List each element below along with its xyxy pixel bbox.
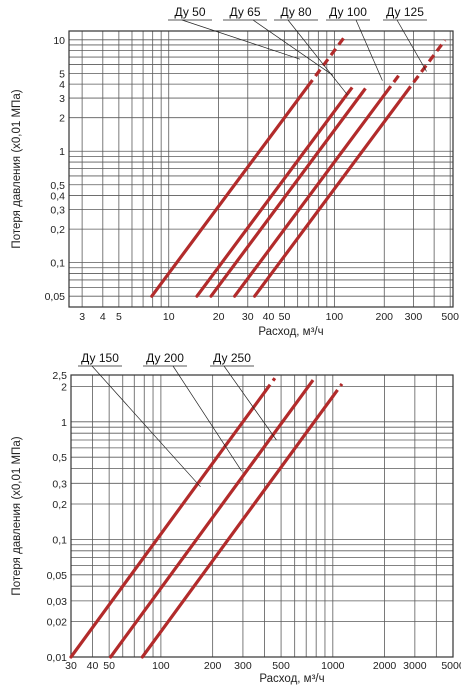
y-tick-label: 0,1 [52,534,67,546]
series-line-dashed [264,377,277,393]
y-tick-label: 5 [59,68,65,80]
chart-top: 3 4 5 10 20 30 40 50 100 200 300 5000,050,10,20,30,… [11,5,459,338]
series-label: Ду 125 [386,5,424,19]
grid [70,375,454,658]
leader-line [287,19,348,96]
series-label: Ду 250 [213,351,251,365]
y-tick-label: 4 [59,79,65,91]
series-label: Ду 65 [229,5,260,19]
x-tick-label: 40 [263,311,275,323]
y-tick-label: 0,5 [50,180,65,192]
y-axis-label: Потеря давления (х0,01 МПа) [11,436,23,595]
x-tick-label: 100 [326,311,344,323]
x-tick-label: 30 [242,311,254,323]
y-tick-label: 0,02 [47,617,68,629]
series-ду-200: Ду 200 [109,351,317,659]
x-tick-label: 500 [441,311,459,323]
y-tick-label: 2 [61,381,67,393]
series-line-dashed [331,382,344,398]
series-ду-80: Ду 80 [209,5,367,298]
plot-frame [68,30,454,308]
series-label: Ду 50 [174,5,205,19]
x-tick-label: 1000 [321,660,345,672]
x-tick-label: 100 [152,660,170,672]
x-tick-label: 40 [87,660,99,672]
series-label: Ду 150 [81,351,119,365]
y-tick-label: 0,2 [52,499,67,511]
series-ду-150: Ду 150 [69,351,277,659]
series-line-solid [140,394,335,659]
series-ду-65: Ду 65 [195,5,354,298]
x-tick-label: 5 [116,311,122,323]
series-line-solid [209,92,364,298]
x-tick-label: 3000 [403,660,427,672]
leader-line [223,365,277,441]
series-line-solid [253,91,408,298]
x-tick-label: 2000 [373,660,397,672]
x-tick-label: 4 [100,311,106,323]
x-tick-label: 3 [79,311,85,323]
x-axis-label: Расход, м³/ч [258,326,323,338]
x-tick-label: 50 [103,660,115,672]
x-tick-label: 300 [234,660,252,672]
series-line-solid [109,384,310,659]
series-line-solid [195,91,350,298]
x-axis-label: Расход, м³/ч [259,673,324,685]
y-tick-label: 0,03 [47,596,68,608]
series-ду-50: Ду 50 [150,5,347,298]
series-line-dashed [384,72,402,94]
series-line-solid [233,90,388,298]
y-tick-label: 1 [61,417,67,429]
series-label: Ду 200 [146,351,184,365]
x-tick-label: 300 [405,311,423,323]
y-tick-label: 0,05 [45,291,66,303]
series-line-dashed [306,34,347,88]
x-tick-label: 30 [65,660,77,672]
series-label: Ду 80 [280,5,311,19]
y-tick-label: 10 [53,35,65,47]
y-tick-label: 0,01 [47,652,68,664]
series-line-dashed [360,87,367,95]
y-tick-label: 2 [59,113,65,125]
leader-line [355,19,383,81]
y-tick-label: 0,3 [50,205,65,217]
y-tick-label: 0,05 [47,570,68,582]
grid [69,31,453,308]
series-line-solid [69,389,267,659]
y-tick-label: 2,5 [52,370,67,382]
x-tick-label: 200 [375,311,393,323]
y-tick-label: 1 [59,146,65,158]
x-tick-label: 50 [279,311,291,323]
plot-frame [70,374,454,658]
leader-line [396,19,427,72]
y-tick-label: 0,1 [50,258,65,270]
series-line-dashed [307,376,317,388]
x-tick-label: 10 [163,311,175,323]
series-line-dashed [404,39,447,94]
y-tick-label: 0,4 [50,191,65,203]
y-tick-label: 0,3 [52,478,67,490]
y-tick-label: 0,2 [50,224,65,236]
series-label: Ду 100 [329,5,367,19]
series-line-solid [150,84,310,298]
series-ду-100: Ду 100 [233,5,402,298]
series-line-dashed [346,86,354,94]
x-tick-label: 500 [272,660,290,672]
y-tick-label: 0,5 [52,452,67,464]
leader-line [181,19,301,60]
leader-line [172,365,242,472]
series-ду-250: Ду 250 [140,351,344,659]
y-tick-label: 3 [59,93,65,105]
leader-line [91,365,201,488]
x-tick-label: 20 [213,311,225,323]
x-tick-label: 200 [204,660,222,672]
leader-line [252,19,334,76]
y-axis-label: Потеря давления (х0,01 МПа) [11,89,23,248]
series-ду-125: Ду 125 [253,5,447,298]
